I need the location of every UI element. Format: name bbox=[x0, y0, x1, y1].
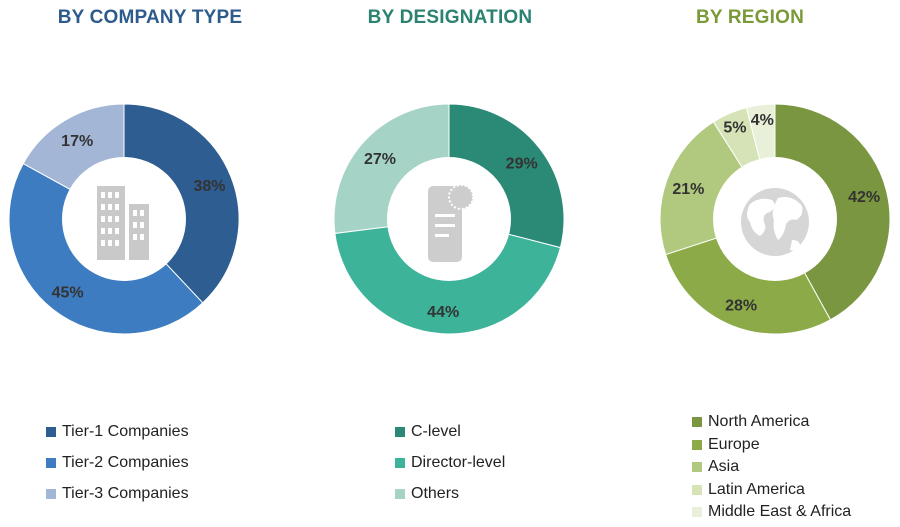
legend-swatch bbox=[46, 457, 56, 468]
chart-title: BY REGION bbox=[695, 7, 805, 28]
legend-item-others: Others bbox=[395, 478, 505, 509]
legend-swatch bbox=[692, 484, 702, 495]
data-label-north-america: 42% bbox=[848, 189, 880, 206]
legend-swatch bbox=[692, 507, 702, 518]
legend-item-europe: Europe bbox=[692, 434, 851, 457]
legend-swatch bbox=[692, 439, 702, 450]
legend-label: C-level bbox=[411, 422, 461, 440]
legend-label: Others bbox=[411, 484, 460, 502]
data-label-tier-3-companies: 17% bbox=[61, 133, 93, 150]
legend-label: Europe bbox=[708, 435, 760, 453]
donut-chart-region: 42% 28% 21% 5% 4% bbox=[659, 103, 891, 335]
globe-icon bbox=[741, 188, 809, 256]
legend-item-tier-2-companies: Tier-2 Companies bbox=[46, 447, 189, 478]
data-label-europe: 28% bbox=[725, 298, 757, 315]
legend-swatch bbox=[395, 426, 405, 437]
data-label-asia: 21% bbox=[672, 181, 704, 198]
donut-chart-designation: 29% 44% 27% bbox=[333, 103, 565, 335]
legend-label: Tier-1 Companies bbox=[62, 422, 189, 440]
legend-label: North America bbox=[708, 413, 810, 431]
legend-swatch bbox=[395, 457, 405, 468]
data-label-latin-america: 5% bbox=[723, 119, 746, 136]
legend-item-tier-1-companies: Tier-1 Companies bbox=[46, 416, 189, 447]
legend-swatch bbox=[46, 426, 56, 437]
data-label-tier-1-companies: 38% bbox=[193, 178, 225, 195]
chart-panel-designation: BY DESIGNATION 29% 44% 27% C-level Director… bbox=[300, 0, 600, 527]
chart-legend: North America Europe Asia Latin America Midd… bbox=[692, 411, 851, 524]
legend-item-asia: Asia bbox=[692, 456, 851, 479]
data-label-director-level: 44% bbox=[427, 304, 459, 321]
legend-item-middle-east-africa: Middle East & Africa bbox=[692, 501, 851, 524]
chart-legend: Tier-1 Companies Tier-2 Companies Tier-3 C… bbox=[46, 416, 189, 509]
legend-item-latin-america: Latin America bbox=[692, 479, 851, 502]
legend-swatch bbox=[46, 488, 56, 499]
legend-label: Latin America bbox=[708, 480, 805, 498]
legend-swatch bbox=[692, 417, 702, 428]
legend-label: Tier-2 Companies bbox=[62, 453, 189, 471]
chart-panel-company-type: BY COMPANY TYPE 38% 45% 17% Tier-1 Compani… bbox=[0, 0, 300, 527]
legend-item-director-level: Director-level bbox=[395, 447, 505, 478]
chart-title: BY COMPANY TYPE bbox=[57, 7, 243, 28]
chart-panel-region: BY REGION 42% 28% 21% 5% 4% North America Eur… bbox=[600, 0, 900, 527]
legend-swatch bbox=[692, 462, 702, 473]
legend-item-tier-3-companies: Tier-3 Companies bbox=[46, 478, 189, 509]
legend-item-north-america: North America bbox=[692, 411, 851, 434]
donut-chart-company-type: 38% 45% 17% bbox=[8, 103, 240, 335]
legend-label: Asia bbox=[708, 458, 740, 476]
legend-swatch bbox=[395, 488, 405, 499]
legend-label: Director-level bbox=[411, 453, 506, 471]
legend-label: Middle East & Africa bbox=[708, 503, 852, 521]
data-label-tier-2-companies: 45% bbox=[52, 285, 84, 302]
chart-title: BY DESIGNATION bbox=[367, 7, 533, 28]
data-label-middle-east-africa: 4% bbox=[751, 112, 774, 129]
data-label-c-level: 29% bbox=[506, 156, 538, 173]
legend-label: Tier-3 Companies bbox=[62, 484, 189, 502]
chart-legend: C-level Director-level Others bbox=[395, 416, 505, 509]
building-icon bbox=[97, 186, 149, 260]
badge-document-icon bbox=[428, 184, 474, 262]
legend-item-c-level: C-level bbox=[395, 416, 505, 447]
data-label-others: 27% bbox=[364, 151, 396, 168]
